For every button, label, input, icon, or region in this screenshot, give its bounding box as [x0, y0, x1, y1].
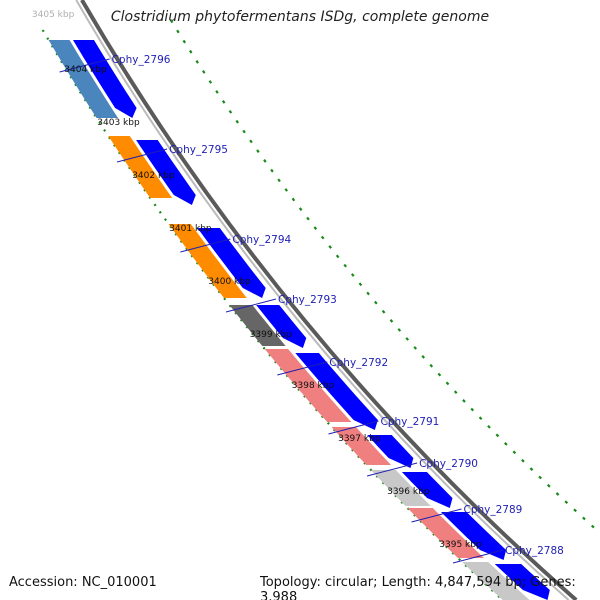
gene-feature-cphy-2790[interactable] [371, 470, 431, 506]
map-title: Clostridium phytofermentans ISDg, comple… [110, 9, 490, 25]
gene-label-leader [180, 238, 231, 253]
gene-label-leader [277, 361, 328, 376]
scale-label: 3404 kbp [64, 65, 107, 75]
gene-label-cphy-2790[interactable]: Cphy_2790 [419, 458, 478, 470]
scale-label: 3398 kbp [292, 381, 335, 391]
gene-label-cphy-2793[interactable]: Cphy_2793 [278, 294, 337, 306]
forward-cds-arrow[interactable] [295, 353, 378, 430]
gene-label-cphy-2789[interactable]: Cphy_2789 [464, 504, 523, 516]
gene-feature-cphy-2791[interactable] [331, 427, 392, 465]
forward-cds-arrow[interactable] [367, 435, 414, 468]
gene-label-cphy-2792[interactable]: Cphy_2792 [329, 357, 388, 369]
gene-label-leader [59, 58, 110, 73]
gene-feature-cphy-2793[interactable] [229, 305, 286, 346]
gene-label-cphy-2791[interactable]: Cphy_2791 [381, 416, 440, 428]
scale-label: 3402 kbp [132, 171, 175, 181]
gene-label-cphy-2796[interactable]: Cphy_2796 [112, 54, 171, 66]
gene-label-leader [411, 508, 462, 523]
gene-label-leader [116, 148, 168, 163]
scale-label: 3405 kbp [32, 10, 75, 20]
forward-cds-arrow[interactable] [197, 228, 266, 298]
gene-feature-cphy-2789[interactable] [407, 508, 485, 558]
gene-label-leader [225, 298, 277, 313]
accession-text: Accession: NC_010001 [9, 575, 157, 590]
gene-label-leader [366, 462, 418, 477]
gene-feature-cphy-2794[interactable] [168, 224, 247, 298]
gene-feature-cphy-2795[interactable] [108, 136, 173, 198]
scale-label: 3396 kbp [387, 487, 430, 497]
backbone-outer-line [80, 0, 578, 600]
scale-label: 3399 kbp [250, 330, 293, 340]
gene-label-cphy-2794[interactable]: Cphy_2794 [232, 234, 291, 246]
scale-label: 3403 kbp [97, 118, 140, 128]
scale-label: 3400 kbp [208, 277, 251, 287]
gene-feature-cphy-2796[interactable] [48, 40, 118, 118]
genome-summary-text: Topology: circular; Length: 4,847,594 bp… [260, 575, 576, 600]
gene-feature-cphy-2788[interactable] [462, 562, 530, 600]
forward-cds-arrow[interactable] [401, 472, 453, 508]
gene-label-leader [328, 420, 379, 435]
gene-label-cphy-2795[interactable]: Cphy_2795 [169, 144, 228, 156]
forward-cds-arrow[interactable] [441, 512, 507, 560]
forward-cds-arrow[interactable] [136, 140, 196, 205]
gene-feature-cphy-2792[interactable] [264, 349, 352, 422]
gene-label-leader [452, 549, 504, 564]
scale-label: 3397 kbp [338, 434, 381, 444]
backbone-inner-line [75, 0, 570, 600]
forward-cds-arrow[interactable] [494, 564, 550, 600]
gene-label-cphy-2788[interactable]: Cphy_2788 [505, 545, 564, 557]
scale-label: 3395 kbp [439, 540, 482, 550]
scale-label: 3401 kbp [169, 224, 212, 234]
forward-cds-arrow[interactable] [73, 40, 137, 118]
forward-cds-arrow[interactable] [256, 305, 307, 348]
